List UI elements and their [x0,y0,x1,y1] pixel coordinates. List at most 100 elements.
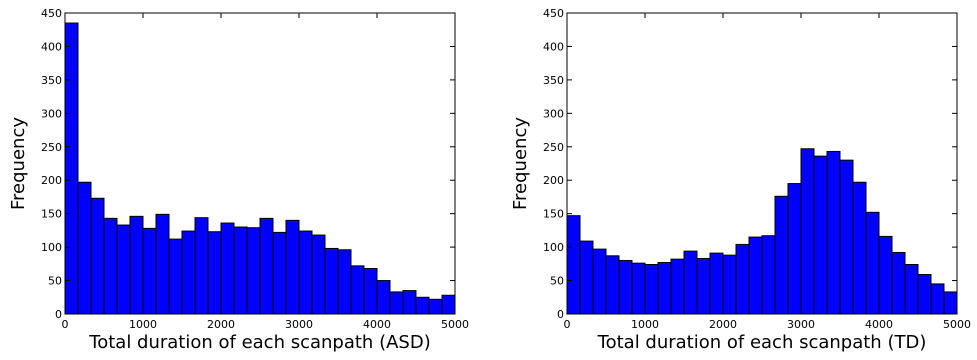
y-tick-label: 50 [48,275,62,288]
bar-td-6 [644,264,659,315]
bar-asd-22 [350,265,365,315]
bar-asd-17 [285,219,300,315]
bar-td-2 [592,248,607,315]
ticks-td: 0 1000 2000 3000 4000 5000 0 50 100 150 200 250 300 3… [543,7,971,331]
bar-asd-19 [311,234,326,315]
bar-asd-29 [441,294,456,315]
bar-td-1 [579,240,594,315]
histogram-asd: 0 1000 2000 3000 4000 5000 0 50 100 150 200 250 300 3… [8,7,469,353]
bar-td-18 [800,148,815,315]
bar-td-7 [657,261,672,315]
y-tick-label: 0 [557,308,564,321]
bar-td-15 [761,235,776,315]
bar-asd-10 [194,217,209,315]
bar-asd-26 [402,290,417,315]
bar-td-20 [826,150,841,315]
x-tick-label: 3000 [787,318,815,331]
y-tick-label: 300 [41,107,62,120]
bar-td-26 [904,264,919,315]
y-tick-label: 250 [543,141,564,154]
y-tick-label: 150 [41,208,62,221]
bar-td-16 [774,195,789,315]
bar-asd-18 [298,230,313,315]
x-tick-label: 1000 [631,318,659,331]
bar-asd-8 [168,238,183,315]
x-tick-label: 4000 [865,318,893,331]
bar-asd-1 [77,181,92,315]
x-tick-label: 0 [564,318,571,331]
bar-td-24 [878,235,893,315]
y-tick-label: 350 [41,74,62,87]
y-tick-label: 200 [41,174,62,187]
bar-td-25 [891,251,906,315]
y-tick-label: 50 [550,275,564,288]
bar-td-17 [787,183,802,315]
bar-asd-15 [259,217,274,315]
bar-td-14 [748,236,763,315]
y-tick-label: 0 [55,308,62,321]
x-tick-label: 5000 [441,318,469,331]
bar-asd-14 [246,227,261,315]
bar-asd-27 [415,296,430,315]
x-axis-label-asd: Total duration of each scanpath (ASD) [88,332,430,353]
x-axis-label-td: Total duration of each scanpath (TD) [597,332,927,353]
bar-asd-12 [220,222,235,315]
bar-asd-21 [337,249,352,315]
plot-frame-td [566,12,958,315]
y-tick-label: 150 [543,208,564,221]
bar-asd-9 [181,230,196,315]
x-tick-label: 2000 [207,318,235,331]
y-tick-label: 300 [543,107,564,120]
bar-td-4 [618,259,633,315]
y-tick-label: 200 [543,174,564,187]
y-axis-label-td: Frequency [510,117,531,210]
ticks-asd: 0 1000 2000 3000 4000 5000 0 50 100 150 200 250 300 3… [41,7,469,331]
bar-asd-6 [142,227,157,315]
bar-td-8 [670,258,685,315]
y-tick-label: 400 [41,40,62,53]
bar-asd-20 [324,247,339,315]
x-tick-label: 3000 [285,318,313,331]
bar-asd-28 [428,298,443,315]
bars-asd [64,22,456,315]
histogram-td: 0 1000 2000 3000 4000 5000 0 50 100 150 200 250 300 3… [510,7,971,353]
bar-asd-16 [272,231,287,315]
bar-td-28 [930,283,945,315]
y-tick-label: 100 [41,241,62,254]
bar-td-23 [865,211,880,315]
bar-td-12 [722,254,737,315]
bar-asd-24 [376,280,391,315]
x-tick-label: 5000 [943,318,971,331]
x-tick-label: 4000 [363,318,391,331]
bar-td-0 [566,215,581,315]
bar-td-3 [605,255,620,315]
y-tick-label: 450 [543,7,564,20]
y-tick-label: 400 [543,40,564,53]
bar-td-19 [813,155,828,315]
bar-td-27 [917,274,932,315]
bar-asd-13 [233,226,248,315]
bar-td-9 [683,250,698,315]
plot-frame-asd [64,12,456,315]
y-tick-label: 450 [41,7,62,20]
y-tick-label: 250 [41,141,62,154]
y-axis-label-asd: Frequency [8,117,29,210]
bar-td-10 [696,257,711,315]
bar-asd-5 [129,215,144,315]
bar-td-29 [943,291,958,315]
bar-asd-0 [64,22,79,315]
bar-td-21 [839,159,854,315]
bar-td-11 [709,252,724,315]
bar-asd-11 [207,231,222,315]
y-tick-label: 100 [543,241,564,254]
y-tick-label: 350 [543,74,564,87]
bar-td-22 [852,181,867,315]
x-tick-label: 1000 [129,318,157,331]
bar-asd-25 [389,291,404,315]
bar-asd-3 [103,217,118,315]
bar-asd-4 [116,224,131,315]
bars-td [566,148,958,315]
bar-asd-2 [90,197,105,315]
bar-asd-23 [363,268,378,315]
